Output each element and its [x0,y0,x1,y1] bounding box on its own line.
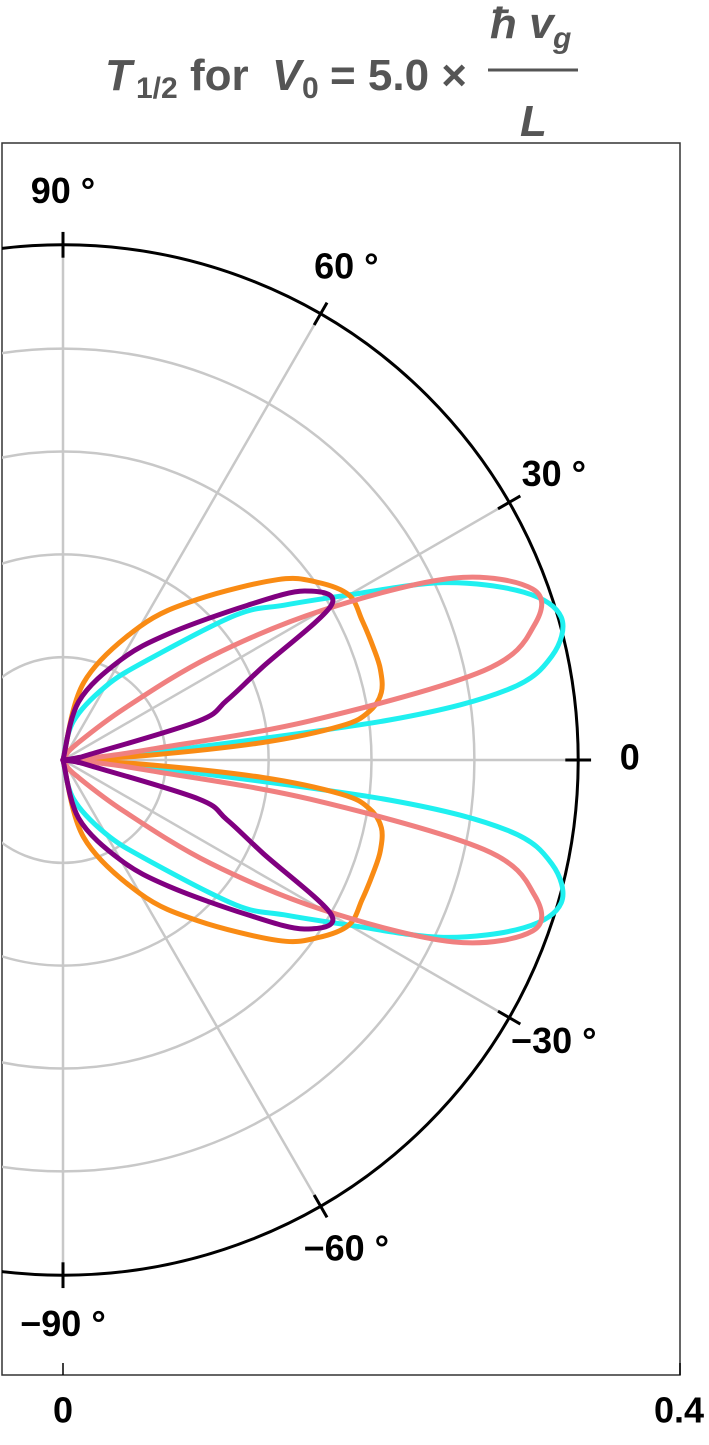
grid-spoke [61,313,322,761]
title-part: 0 [302,72,319,105]
title-part: g [552,22,571,55]
x-tick-label: 0 [53,1390,73,1431]
x-tick-label: 0.4 [654,1390,704,1431]
angle-tick-label: 60 ° [314,246,378,287]
plot-area [2,243,580,1277]
angle-tick [312,301,329,326]
title-part: = 5.0 × [330,51,467,100]
angle-tick [312,1194,329,1219]
angle-tick [497,1009,522,1026]
title-part: ħ v [490,0,556,48]
angle-tick-label: −60 ° [304,1227,389,1268]
title-part: 1/2 [136,72,178,105]
angle-tick-label: −90 ° [20,1303,105,1344]
title-part: T [105,51,135,100]
grid-spoke [62,758,510,1019]
series-line [60,588,336,932]
angle-tick-label: 30 ° [522,453,586,494]
angle-tick-label: 0 [620,737,640,778]
title-part: for [190,51,249,100]
grid-spoke [61,759,322,1207]
angle-tick [497,494,522,511]
title-part: L [520,97,547,146]
angle-tick-label: 90 ° [31,170,95,211]
title-part: V [272,51,305,100]
grid-spoke [62,501,510,762]
frame [1,142,681,1376]
angle-tick-label: −30 ° [511,1020,596,1061]
